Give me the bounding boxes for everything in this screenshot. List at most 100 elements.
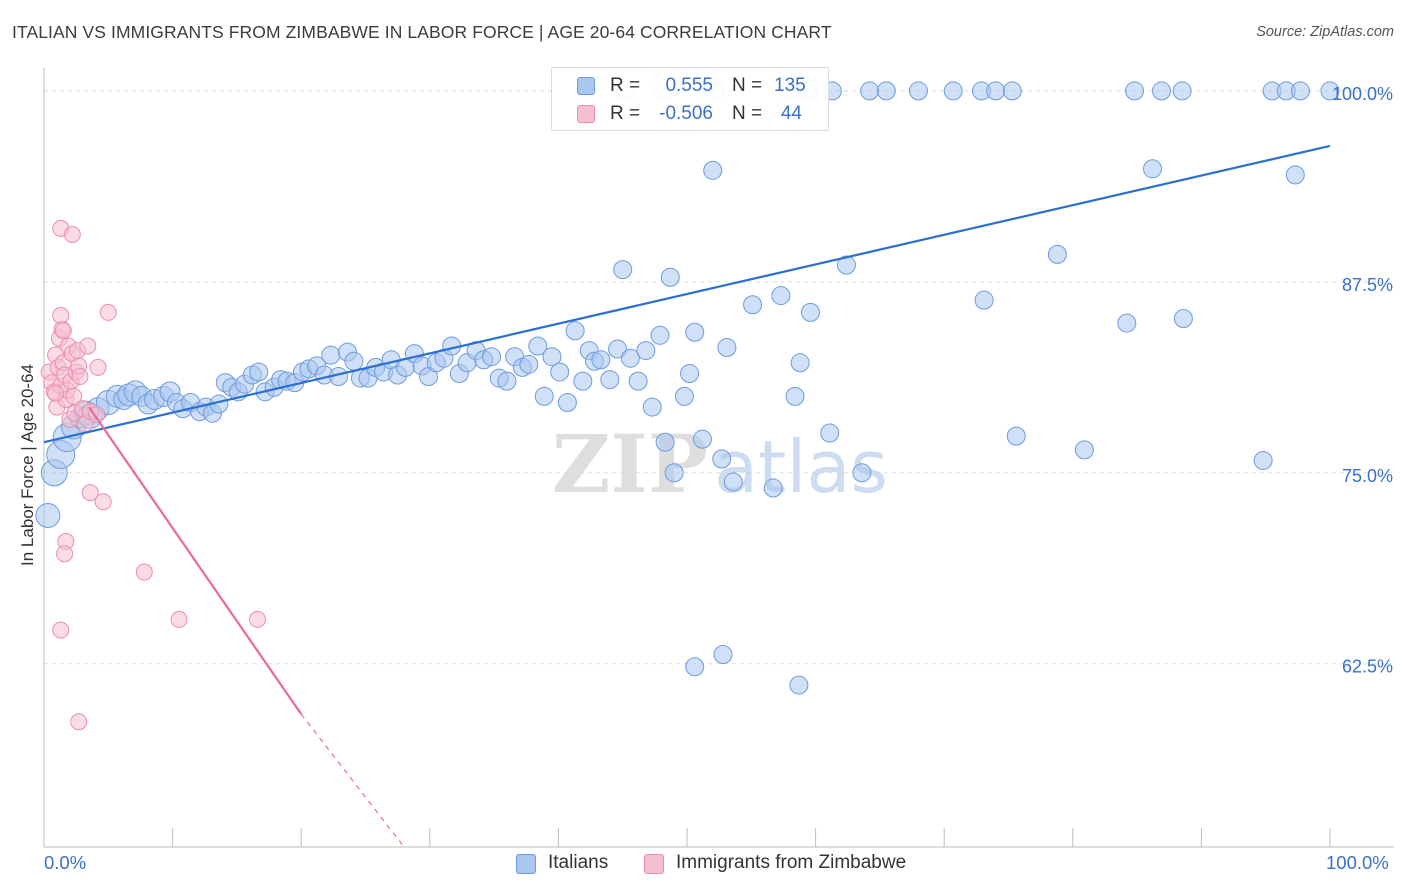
italian-point bbox=[620, 348, 640, 368]
italian-point bbox=[550, 362, 570, 382]
italian-point bbox=[1152, 81, 1172, 101]
italians-trend-line bbox=[43, 144, 1331, 444]
italian-point bbox=[591, 350, 611, 370]
zimbabwe-point bbox=[79, 337, 97, 355]
zimbabwe-trend-line bbox=[88, 406, 303, 715]
trend-lines bbox=[43, 144, 1331, 848]
zimbabwe-point bbox=[99, 303, 117, 321]
italian-point bbox=[685, 322, 705, 342]
zimbabwe-point bbox=[94, 493, 112, 511]
legend-r-value: -0.506 bbox=[659, 103, 713, 124]
series-swatch-blue bbox=[516, 854, 536, 874]
legend-swatch-blue bbox=[577, 77, 595, 95]
legend-r-value: 0.555 bbox=[665, 75, 713, 96]
italian-point bbox=[743, 295, 763, 315]
italian-point bbox=[713, 645, 733, 665]
legend-n-label: N = bbox=[732, 103, 763, 124]
watermark-zip: ZIP bbox=[552, 417, 708, 511]
italian-point bbox=[1285, 165, 1305, 185]
italian-point bbox=[482, 347, 502, 367]
italian-point bbox=[636, 341, 656, 361]
zimbabwe-point bbox=[81, 484, 99, 502]
italian-point bbox=[680, 363, 700, 383]
italian-point bbox=[860, 81, 880, 101]
stats-legend: R = 0.555 N = 135 R = -0.506 N = 44 bbox=[551, 67, 829, 131]
legend-swatch-pink bbox=[577, 105, 595, 123]
italian-point bbox=[986, 81, 1006, 101]
italian-point bbox=[1320, 81, 1340, 101]
italian-point bbox=[771, 286, 791, 306]
y-tick-label: 87.5% bbox=[1342, 275, 1393, 295]
x-tick-label-max: 100.0% bbox=[1326, 852, 1389, 873]
italian-point bbox=[1125, 81, 1145, 101]
watermark: ZIP atlas bbox=[552, 417, 888, 511]
italian-point bbox=[613, 260, 633, 280]
zimbabwe-point bbox=[47, 384, 65, 402]
italian-point bbox=[703, 160, 723, 180]
source-credit: Source: ZipAtlas.com bbox=[1256, 24, 1394, 40]
italian-point bbox=[628, 371, 648, 391]
italian-point bbox=[790, 353, 810, 373]
italian-point bbox=[664, 463, 684, 483]
italian-point bbox=[717, 338, 737, 358]
italian-point bbox=[1074, 440, 1094, 460]
italian-point bbox=[685, 657, 705, 677]
italian-point bbox=[573, 371, 593, 391]
legend-row-zimbabwe: R = -0.506 N = 44 bbox=[552, 101, 828, 127]
italian-point bbox=[565, 321, 585, 341]
zimbabwe-point bbox=[248, 610, 266, 628]
y-axis-label: In Labor Force | Age 20-64 bbox=[18, 364, 37, 566]
italian-point bbox=[608, 339, 628, 359]
italian-point bbox=[692, 429, 712, 449]
italian-point bbox=[723, 472, 743, 492]
chart-title: ITALIAN VS IMMIGRANTS FROM ZIMBABWE IN L… bbox=[12, 22, 832, 42]
italian-point bbox=[876, 81, 896, 101]
italian-point bbox=[943, 81, 963, 101]
legend-n-value: 44 bbox=[780, 103, 802, 124]
italian-point bbox=[820, 423, 840, 443]
series-label: Immigrants from Zimbabwe bbox=[676, 852, 907, 873]
italian-point bbox=[785, 386, 805, 406]
italian-point bbox=[852, 463, 872, 483]
zimbabwe-point bbox=[54, 322, 72, 340]
italian-point bbox=[660, 267, 680, 287]
zimbabwe-point bbox=[65, 387, 83, 405]
zimbabwe-point bbox=[52, 621, 70, 639]
italian-point bbox=[908, 81, 928, 101]
zimbabwe-point bbox=[63, 225, 81, 243]
italian-point bbox=[763, 478, 783, 498]
axes bbox=[43, 68, 1394, 848]
italian-point bbox=[655, 432, 675, 452]
italian-point bbox=[800, 302, 820, 322]
italian-point bbox=[712, 449, 732, 469]
zimbabwe-point bbox=[135, 563, 153, 581]
italian-point bbox=[344, 351, 364, 371]
italian-point bbox=[674, 386, 694, 406]
italian-point bbox=[321, 345, 341, 365]
italian-point bbox=[528, 336, 548, 356]
y-tick-label: 100.0% bbox=[1332, 84, 1393, 104]
legend-row-italians: R = 0.555 N = 135 bbox=[552, 73, 828, 99]
legend-n-value: 135 bbox=[774, 75, 806, 96]
italian-point bbox=[974, 290, 994, 310]
italian-point bbox=[1117, 313, 1137, 333]
italian-point bbox=[650, 325, 670, 345]
legend-r-label: R = bbox=[610, 103, 641, 124]
series-label: Italians bbox=[548, 852, 609, 873]
zimbabwe-point bbox=[52, 306, 70, 324]
italian-point bbox=[642, 397, 662, 417]
italian-point bbox=[1253, 451, 1273, 471]
italian-point bbox=[789, 675, 809, 695]
legend-n-label: N = bbox=[732, 75, 763, 96]
series-swatch-pink bbox=[644, 854, 664, 874]
zimbabwe-point bbox=[56, 545, 74, 563]
zimbabwe-point bbox=[89, 358, 107, 376]
y-tick-labels: 100.0% 87.5% 75.0% 62.5% bbox=[1332, 84, 1393, 677]
italian-point bbox=[1143, 159, 1163, 179]
italian-point bbox=[1047, 244, 1067, 264]
italian-point bbox=[249, 362, 269, 382]
italian-point bbox=[1002, 81, 1022, 101]
italian-point bbox=[1006, 426, 1026, 446]
italian-point bbox=[497, 371, 517, 391]
